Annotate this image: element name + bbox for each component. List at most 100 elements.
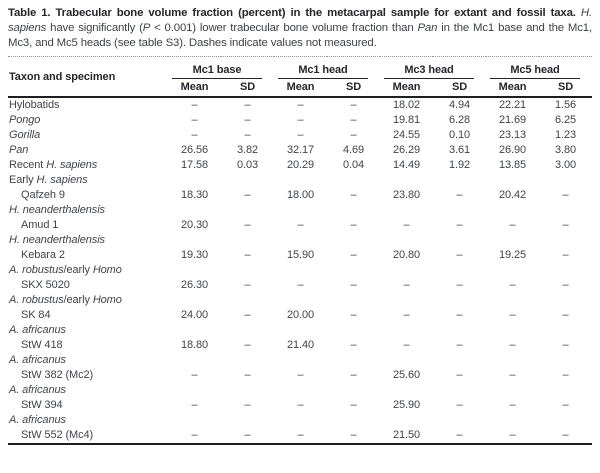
value-cell: – xyxy=(456,398,463,411)
value-cell: 13.85 xyxy=(499,158,527,171)
column-group-mc3-head: Mc3 head xyxy=(380,56,486,79)
table-row: StW 418 18.80 – 21.40 – – – – – xyxy=(8,338,592,353)
value-cell xyxy=(380,293,433,308)
value-cell: 18.30 xyxy=(180,188,209,201)
value-cell: – xyxy=(244,398,251,411)
value-cell xyxy=(274,383,327,398)
value-cell xyxy=(486,353,539,368)
column-group-mc1-base-label: Mc1 base xyxy=(172,64,263,79)
value-cell: – xyxy=(403,218,410,231)
value-cell xyxy=(433,203,486,218)
value-cell xyxy=(486,203,539,218)
taxon-text-segment: Pongo xyxy=(9,113,41,126)
value-cell xyxy=(539,323,592,338)
value-cell xyxy=(380,203,433,218)
value-cell: 26.30 xyxy=(180,278,209,291)
value-cell xyxy=(380,263,433,278)
value-cell: 6.28 xyxy=(449,113,471,126)
value-cell: – xyxy=(244,278,251,291)
table-row: A. robustus/early Homo xyxy=(8,293,592,308)
taxon-cell: H. neanderthalensis xyxy=(8,233,168,248)
table-body: Hylobatids – – – – 18.02 4.94 22.21 1.56 Pongo – – –… xyxy=(8,97,593,445)
value-cell xyxy=(380,233,433,248)
table-row: Kebara 2 19.30 – 15.90 – 20.80 – 19.25 – xyxy=(8,248,592,263)
value-cell: – xyxy=(350,368,357,381)
column-header-mean-mc1-base: Mean xyxy=(168,78,221,98)
value-cell: – xyxy=(297,128,304,141)
value-cell: – xyxy=(456,338,463,351)
value-cell xyxy=(486,323,539,338)
value-cell: 20.29 xyxy=(287,158,315,171)
taxon-text-segment: Homo xyxy=(92,263,122,276)
taxon-text-segment: /early xyxy=(63,263,93,276)
value-cell: 26.56 xyxy=(180,143,209,156)
value-cell xyxy=(221,383,274,398)
value-cell: 1.56 xyxy=(555,98,577,111)
value-cell xyxy=(274,173,327,188)
value-cell: 1.92 xyxy=(449,158,471,171)
value-cell xyxy=(327,323,380,338)
value-cell: – xyxy=(562,248,569,261)
taxon-text-segment: A. africanus xyxy=(9,323,66,336)
taxon-cell: A. africanus xyxy=(8,413,168,428)
value-cell xyxy=(380,353,433,368)
value-cell: – xyxy=(191,368,198,381)
value-cell xyxy=(380,173,433,188)
specimen-cell: Kebara 2 xyxy=(8,248,168,263)
value-cell xyxy=(168,323,221,338)
taxon-text-segment: H. neanderthalensis xyxy=(9,233,105,246)
specimen-cell: StW 394 xyxy=(8,398,168,413)
value-cell: – xyxy=(562,188,569,201)
value-cell xyxy=(433,323,486,338)
value-cell: 0.10 xyxy=(449,128,471,141)
value-cell: 24.55 xyxy=(393,128,421,141)
value-cell xyxy=(327,293,380,308)
table-header: Taxon and specimen Mc1 base Mc1 head Mc3… xyxy=(8,56,593,98)
value-cell xyxy=(274,323,327,338)
column-header-sd-mc1-base: SD xyxy=(221,78,275,98)
column-header-sd-mc5-head: SD xyxy=(539,78,593,98)
column-header-mean-mc1-head: Mean xyxy=(274,78,328,98)
value-cell xyxy=(168,383,221,398)
value-cell: – xyxy=(244,368,251,381)
table-row: H. neanderthalensis xyxy=(8,233,592,248)
value-cell: – xyxy=(244,113,251,126)
taxon-text-segment: Hylobatids xyxy=(9,98,60,111)
value-cell: 14.49 xyxy=(393,158,421,171)
value-cell xyxy=(380,323,433,338)
value-cell: – xyxy=(191,98,198,111)
value-cell: – xyxy=(433,427,487,445)
value-cell xyxy=(380,383,433,398)
value-cell: 18.80 xyxy=(180,338,209,351)
caption-segment: < 0.001) lower trabecular bone volume fr… xyxy=(150,22,418,35)
value-cell: – xyxy=(244,248,251,261)
caption-segment: in the Mc1 base and the Mc1, Mc3, and Mc… xyxy=(8,22,593,50)
value-cell: 0.04 xyxy=(343,158,365,171)
value-cell: 19.30 xyxy=(180,248,209,261)
caption-segment: P xyxy=(142,22,151,35)
value-cell xyxy=(327,413,380,428)
value-cell: – xyxy=(350,338,357,351)
value-cell xyxy=(168,233,221,248)
value-cell xyxy=(274,353,327,368)
table-row: Pongo – – – – 19.81 6.28 21.69 6.25 xyxy=(8,113,592,128)
value-cell: – xyxy=(191,398,198,411)
table-row: StW 552 (Mc4) – – – –21.50– – – xyxy=(8,427,593,445)
taxon-text-segment: A. robustus xyxy=(9,263,64,276)
taxon-text-segment: StW 382 (Mc2) xyxy=(21,368,94,381)
column-group-mc1-base: Mc1 base xyxy=(168,56,274,79)
taxon-text-segment: Recent xyxy=(9,158,47,171)
value-cell: – xyxy=(562,308,569,321)
column-group-row: Taxon and specimen Mc1 base Mc1 head Mc3… xyxy=(8,56,592,98)
value-cell xyxy=(486,383,539,398)
value-cell: – xyxy=(350,248,357,261)
value-cell xyxy=(486,413,539,428)
value-cell xyxy=(221,263,274,278)
value-cell xyxy=(539,173,592,188)
value-cell xyxy=(274,293,327,308)
value-cell: – xyxy=(456,278,463,291)
taxon-text-segment: Qafzeh 9 xyxy=(21,188,65,201)
column-group-mc5-head: Mc5 head xyxy=(486,56,592,79)
value-cell xyxy=(327,353,380,368)
value-cell: – xyxy=(191,128,198,141)
